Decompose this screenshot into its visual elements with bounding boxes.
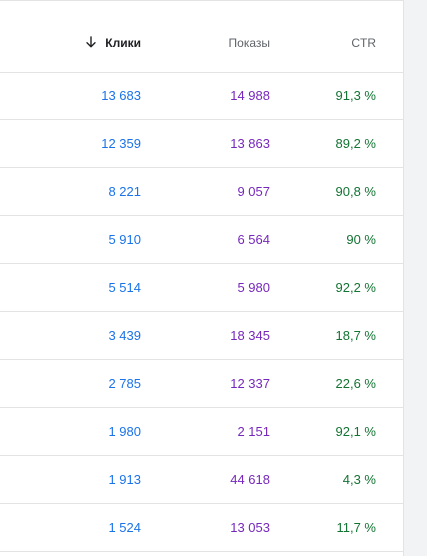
cell-clicks: 1 913 [108, 472, 141, 487]
column-header-clicks[interactable]: Клики [85, 15, 141, 72]
cell-clicks: 5 514 [108, 280, 141, 295]
cell-clicks: 1 524 [108, 520, 141, 535]
cell-clicks: 13 683 [101, 88, 141, 103]
cell-ctr: 11,7 % [336, 520, 376, 535]
cell-clicks: 2 785 [108, 376, 141, 391]
cell-ctr: 92,1 % [335, 424, 376, 439]
queries-table: Клики Показы CTR 13 683 14 988 91,3 % 12 35… [0, 0, 404, 556]
cell-ctr: 91,3 % [335, 88, 376, 103]
table-header: Клики Показы CTR [0, 15, 404, 73]
table-row[interactable]: 1 913 44 618 4,3 % [0, 456, 404, 504]
cell-clicks: 12 359 [101, 136, 141, 151]
cell-impressions: 9 057 [237, 184, 270, 199]
table-row[interactable]: 5 514 5 980 92,2 % [0, 264, 404, 312]
cell-impressions: 12 337 [230, 376, 270, 391]
cell-impressions: 18 345 [230, 328, 270, 343]
table-row[interactable]: 1 980 2 151 92,1 % [0, 408, 404, 456]
cell-clicks: 1 980 [108, 424, 141, 439]
cell-impressions: 13 863 [230, 136, 270, 151]
table-row[interactable]: 5 910 6 564 90 % [0, 216, 404, 264]
cell-ctr: 22,6 % [335, 376, 376, 391]
table-row[interactable]: 1 524 13 053 11,7 % [0, 504, 404, 552]
column-header-clicks-label: Клики [105, 36, 141, 50]
column-header-impressions[interactable]: Показы [228, 36, 270, 50]
arrow-down-icon [86, 36, 96, 48]
cell-impressions: 2 151 [237, 424, 270, 439]
cell-ctr: 90 % [346, 232, 376, 247]
cell-ctr: 90,8 % [335, 184, 376, 199]
cell-impressions: 6 564 [237, 232, 270, 247]
cell-clicks: 8 221 [108, 184, 141, 199]
cell-impressions: 5 980 [237, 280, 270, 295]
cell-clicks: 5 910 [108, 232, 141, 247]
cell-ctr: 92,2 % [335, 280, 376, 295]
cell-impressions: 13 053 [230, 520, 270, 535]
cell-ctr: 4,3 % [342, 472, 376, 487]
table-row[interactable]: 12 359 13 863 89,2 % [0, 120, 404, 168]
column-header-ctr[interactable]: CTR [351, 36, 376, 50]
cell-impressions: 44 618 [230, 472, 270, 487]
cell-clicks: 3 439 [108, 328, 141, 343]
table-row[interactable]: 8 221 9 057 90,8 % [0, 168, 404, 216]
table-row[interactable]: 2 785 12 337 22,6 % [0, 360, 404, 408]
table-row[interactable]: 3 439 18 345 18,7 % [0, 312, 404, 360]
cell-ctr: 89,2 % [335, 136, 376, 151]
cell-ctr: 18,7 % [335, 328, 376, 343]
cell-impressions: 14 988 [230, 88, 270, 103]
table-row[interactable]: 13 683 14 988 91,3 % [0, 72, 404, 120]
